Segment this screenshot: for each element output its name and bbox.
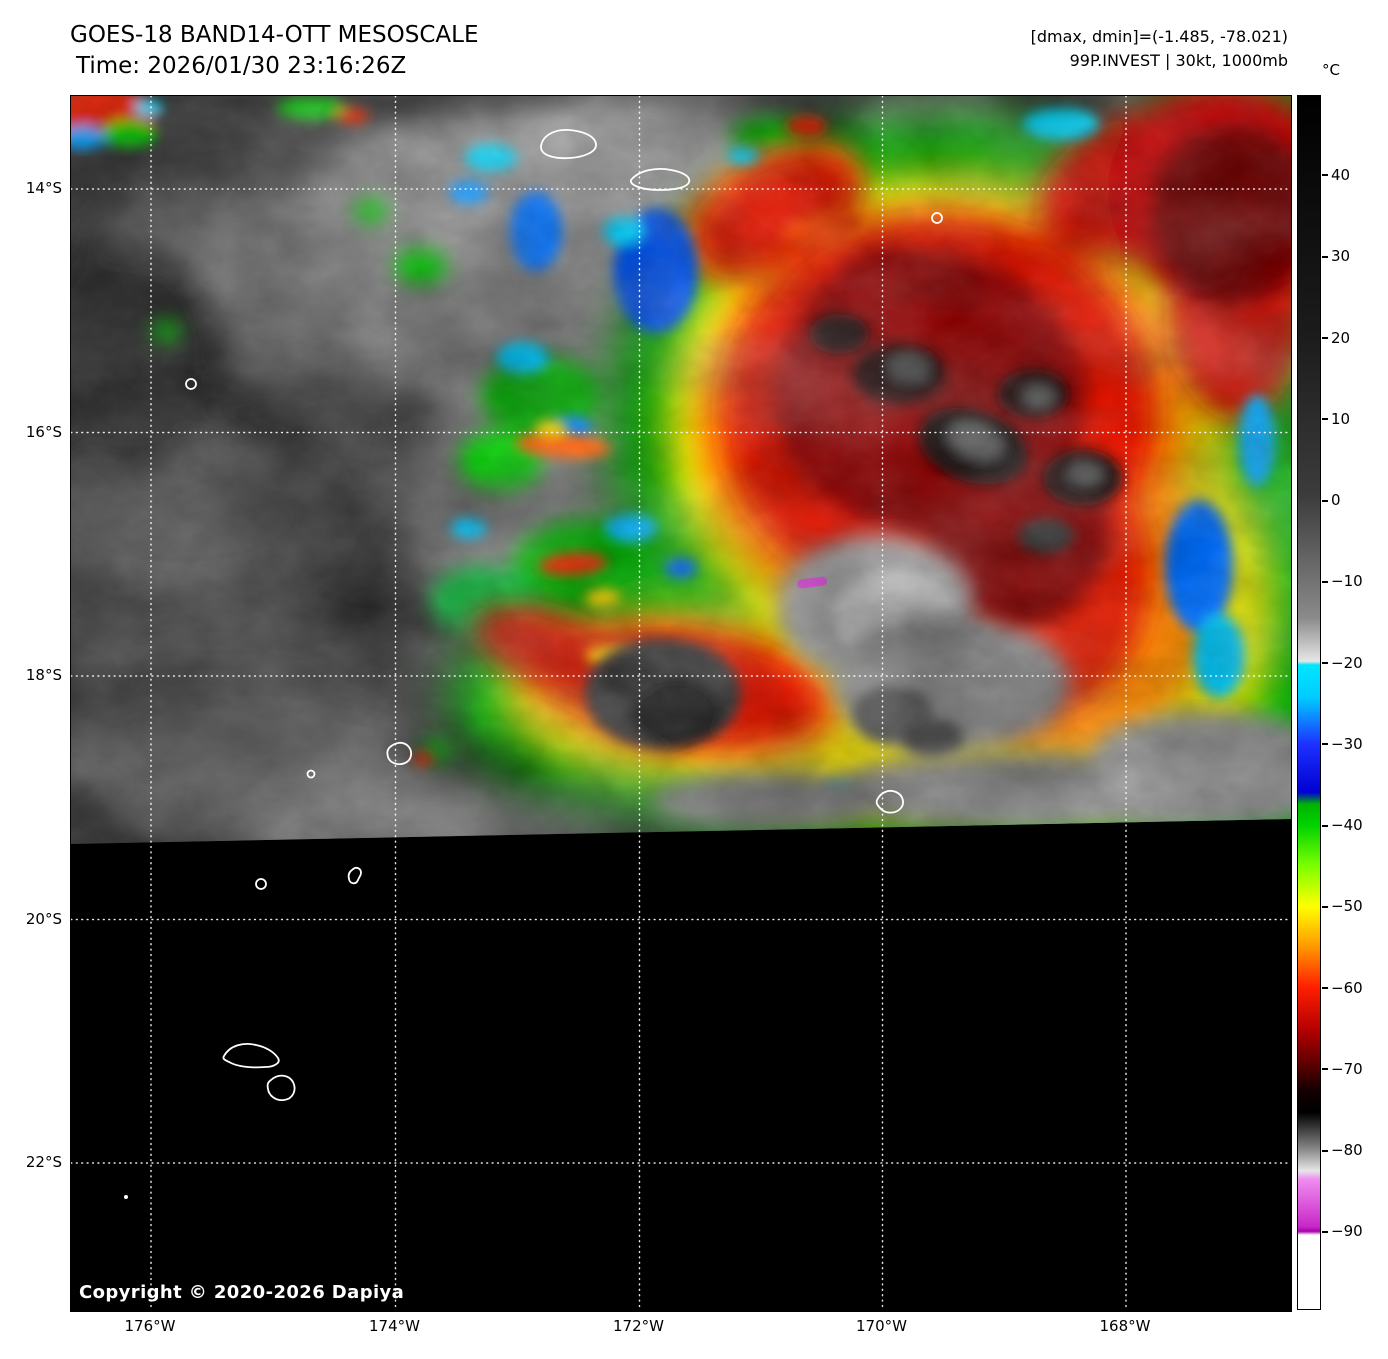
lat-label: 18°S [25,666,62,684]
colorbar-tick-label: 10 [1331,409,1351,428]
map-area: Copyright © 2020-2026 Dapiya [70,95,1292,1312]
colorbar-tick-mark [1322,743,1328,746]
colorbar-tick-label: −10 [1331,572,1363,591]
colorbar-unit-label: °C [1322,61,1340,79]
colorbar-tick-label: −20 [1331,653,1363,672]
colorbar-tick-mark [1322,824,1328,827]
lon-label: 176°W [124,1317,176,1335]
lon-label: 170°W [856,1317,907,1335]
colorbar-tick-label: −40 [1331,816,1363,835]
lat-label: 22°S [25,1153,62,1171]
colorbar-tick-mark [1322,987,1328,990]
colorbar-tick-mark [1322,174,1328,177]
colorbar-tick-label: −30 [1331,734,1363,753]
colorbar-tick-mark [1322,905,1328,908]
island-outlines [124,129,943,1199]
satellite-swath [71,96,1291,844]
colorbar-tick-label: −80 [1331,1141,1363,1160]
colorbar-tick-label: −60 [1331,978,1363,997]
colorbar-tick-label: −70 [1331,1059,1363,1078]
storm-info: 99P.INVEST | 30kt, 1000mb [1069,51,1288,70]
colorbar-tick-mark [1322,580,1328,583]
colorbar-tick-label: 20 [1331,328,1351,347]
colorbar-tick-mark [1322,499,1328,502]
product-time: Time: 2026/01/30 23:16:26Z [76,53,407,79]
lat-label: 16°S [25,422,62,441]
lat-label: 14°S [25,179,62,197]
colorbar-tick-mark [1322,662,1328,665]
colorbar-tick-mark [1322,337,1328,339]
colorbar-tick-label: 30 [1331,247,1351,266]
colorbar-tick-mark [1322,1068,1328,1071]
colorbar-tick-label: −50 [1331,897,1363,916]
product-title: GOES-18 BAND14-OTT MESOSCALE [70,22,479,48]
satellite-map-image [71,96,1291,1311]
dmax-dmin-readout: [dmax, dmin]=(-1.485, -78.021) [1030,27,1288,46]
lon-label: 168°W [1099,1317,1151,1335]
lon-label: 174°W [369,1317,420,1335]
colorbar-tick-mark [1322,1149,1328,1152]
cloud-texture-dark [71,96,1291,844]
colorbar-tick-label: 40 [1331,165,1351,184]
lon-label: 172°W [613,1317,664,1335]
gridlines [71,96,1291,1311]
lat-label: 20°S [25,909,62,928]
copyright-text: Copyright © 2020-2026 Dapiya [79,1282,405,1303]
colorbar-tick-mark [1322,418,1328,421]
colorbar-tick-mark [1322,1230,1328,1233]
colorbar-tick-mark [1322,255,1328,258]
colorbar [1297,95,1321,1310]
colorbar-tick-label: 0 [1331,491,1341,510]
colorbar-tick-label: −90 [1331,1222,1363,1241]
